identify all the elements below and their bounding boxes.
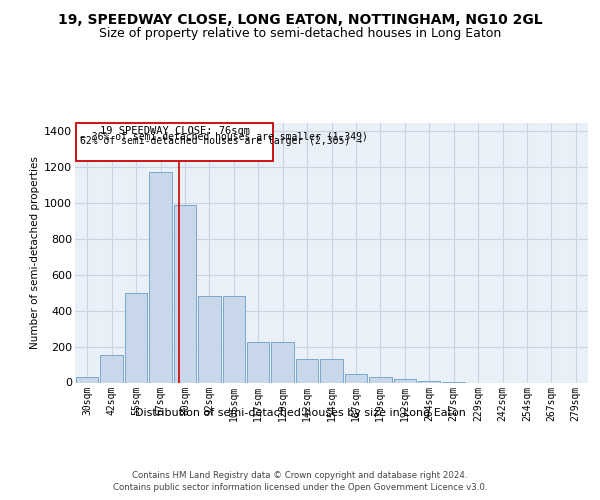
Bar <box>296 359 319 382</box>
Text: ← 36% of semi-detached houses are smaller (1,349): ← 36% of semi-detached houses are smalle… <box>80 132 368 142</box>
Bar <box>173 205 196 382</box>
Bar <box>320 359 343 382</box>
Bar <box>247 342 269 382</box>
Text: 19 SPEEDWAY CLOSE: 76sqm: 19 SPEEDWAY CLOSE: 76sqm <box>100 126 250 136</box>
Bar <box>198 296 221 382</box>
Bar <box>76 377 98 382</box>
Bar <box>418 380 440 382</box>
Text: 19, SPEEDWAY CLOSE, LONG EATON, NOTTINGHAM, NG10 2GL: 19, SPEEDWAY CLOSE, LONG EATON, NOTTINGH… <box>58 12 542 26</box>
Bar <box>149 172 172 382</box>
Bar <box>125 293 148 382</box>
Y-axis label: Number of semi-detached properties: Number of semi-detached properties <box>30 156 40 349</box>
Text: Contains public sector information licensed under the Open Government Licence v3: Contains public sector information licen… <box>113 484 487 492</box>
Text: 62% of semi-detached houses are larger (2,305) →: 62% of semi-detached houses are larger (… <box>80 136 362 146</box>
Text: Contains HM Land Registry data © Crown copyright and database right 2024.: Contains HM Land Registry data © Crown c… <box>132 471 468 480</box>
Bar <box>344 374 367 382</box>
Text: Size of property relative to semi-detached houses in Long Eaton: Size of property relative to semi-detach… <box>99 28 501 40</box>
FancyBboxPatch shape <box>76 122 273 161</box>
Bar <box>100 354 123 382</box>
Bar <box>271 342 294 382</box>
Bar <box>394 379 416 382</box>
Bar <box>223 296 245 382</box>
Text: Distribution of semi-detached houses by size in Long Eaton: Distribution of semi-detached houses by … <box>134 408 466 418</box>
Bar <box>369 377 392 382</box>
